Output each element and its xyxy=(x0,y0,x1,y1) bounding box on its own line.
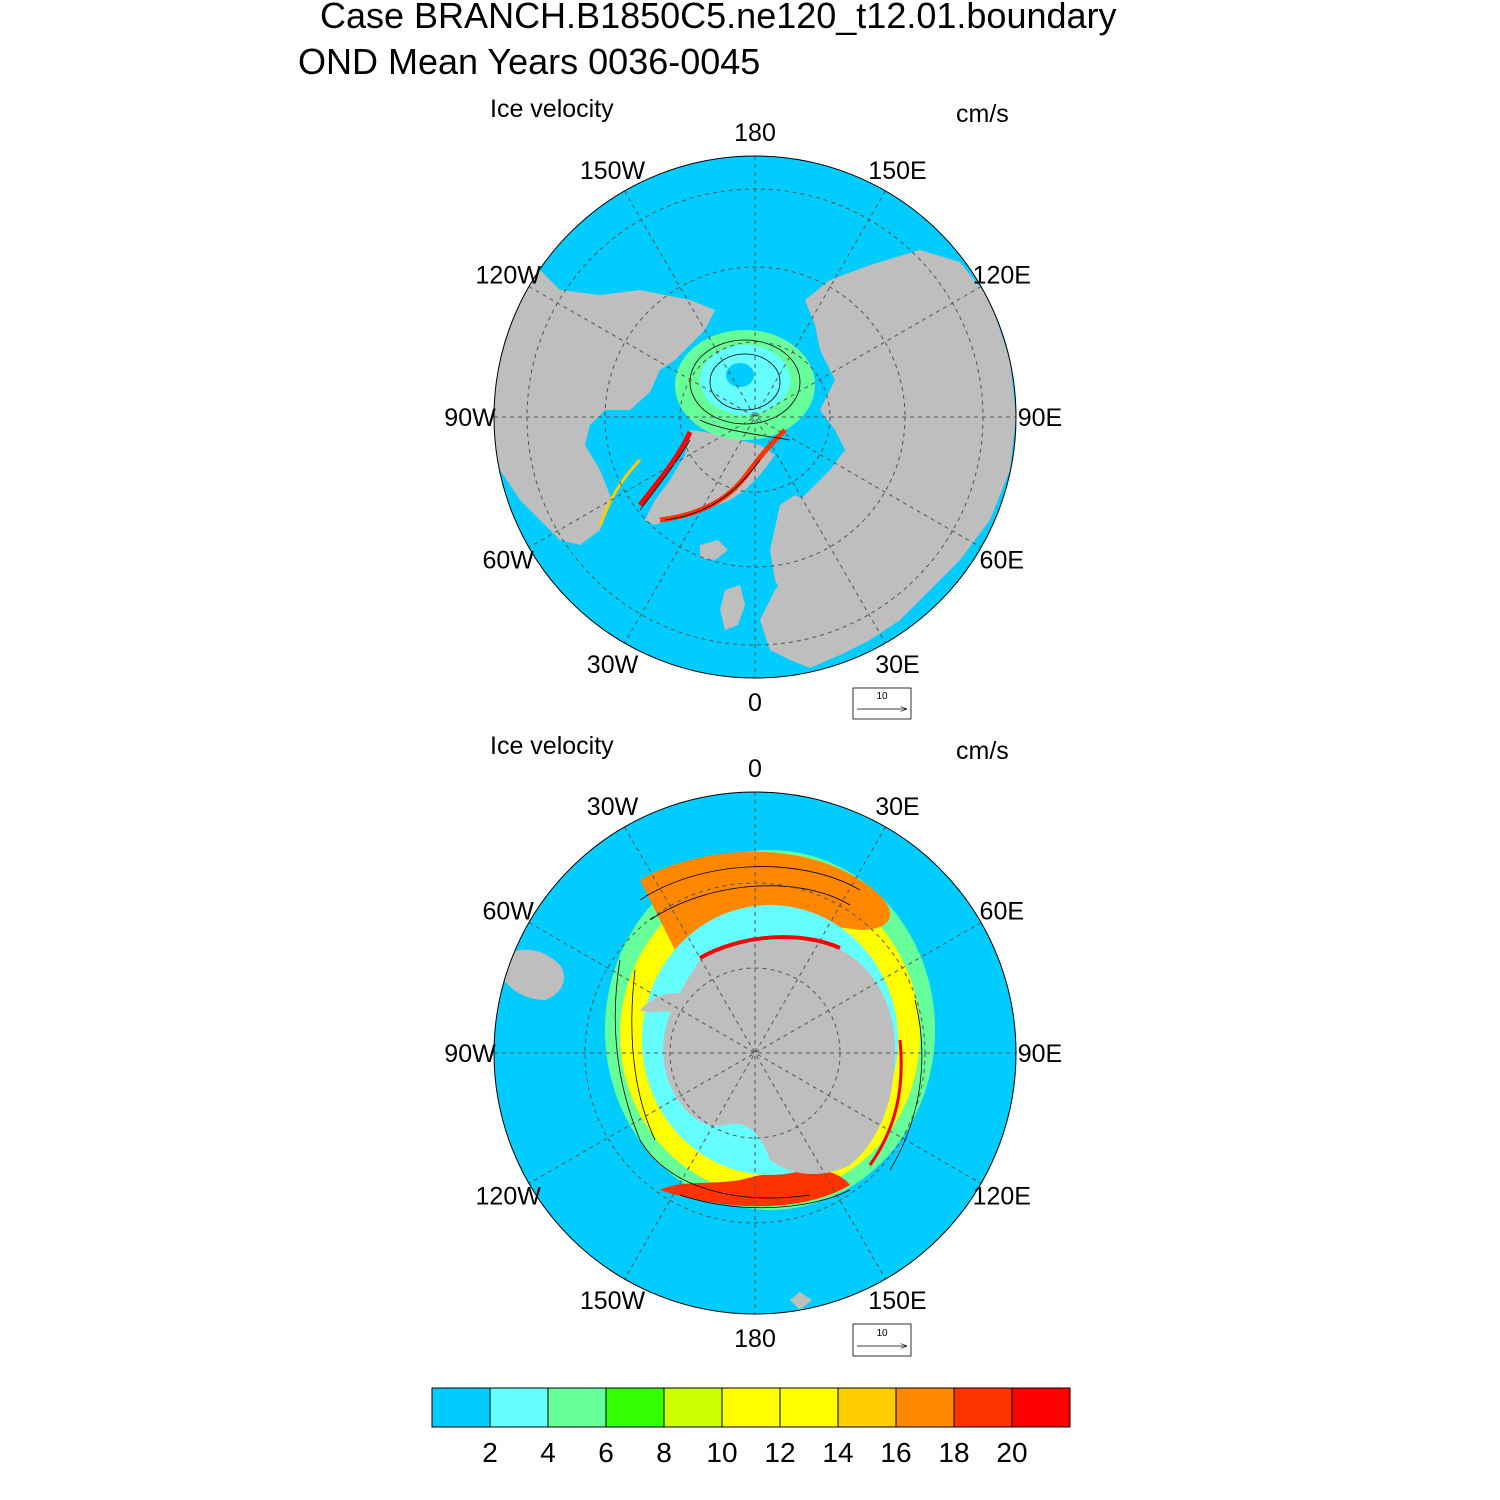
north-land-uk xyxy=(720,585,745,630)
north-lon-label: 0 xyxy=(748,689,762,717)
north-streamlines xyxy=(639,339,801,521)
colorbar-swatch xyxy=(779,1387,839,1428)
north-lon-label: 90E xyxy=(1018,404,1062,432)
colorbar-swatch xyxy=(547,1387,607,1428)
south-lon-label: 0 xyxy=(748,755,762,783)
north-lon-label: 30W xyxy=(587,651,639,679)
north-lon-label: 60E xyxy=(980,547,1024,575)
colorbar-swatch xyxy=(1011,1387,1071,1428)
colorbar-tick-label: 10 xyxy=(706,1437,737,1468)
north-graticule xyxy=(494,156,1016,678)
south-panel-units: cm/s xyxy=(956,737,1009,765)
north-ref-vector-label: 10 xyxy=(876,691,888,702)
colorbar-swatch xyxy=(837,1387,897,1428)
south-lon-label: 120E xyxy=(973,1183,1031,1211)
north-lon-label: 90W xyxy=(444,404,496,432)
north-ice-gyre-center xyxy=(726,363,754,387)
south-land-antarctica xyxy=(663,940,895,1175)
south-lon-label: 150E xyxy=(868,1287,926,1315)
north-panel-label: Ice velocity xyxy=(490,95,614,123)
south-land-antarctic-peninsula xyxy=(640,993,685,1013)
south-land-new-zealand xyxy=(790,1292,812,1310)
colorbar-tick-label: 6 xyxy=(598,1437,614,1468)
colorbar-swatch xyxy=(605,1387,665,1428)
south-lon-label: 30W xyxy=(587,793,639,821)
south-lon-label: 60E xyxy=(980,898,1024,926)
south-lon-label: 180 xyxy=(734,1325,776,1353)
north-lon-label: 120E xyxy=(973,262,1031,290)
south-lon-label: 60W xyxy=(482,898,534,926)
north-land-scandinavia xyxy=(770,495,820,600)
north-lon-label: 150E xyxy=(868,157,926,185)
south-reference-vector: 10 xyxy=(852,1323,912,1357)
north-land-iceland xyxy=(700,540,728,560)
south-streamlines xyxy=(614,866,923,1209)
figure-title-line1: Case BRANCH.B1850C5.ne120_t12.01.boundar… xyxy=(320,0,1117,36)
south-lon-label: 90E xyxy=(1018,1040,1062,1068)
colorbar-tick-label: 2 xyxy=(482,1437,498,1468)
south-panel-label: Ice velocity xyxy=(490,732,614,760)
south-ice-coastal-current xyxy=(699,935,841,960)
north-lon-label: 150W xyxy=(580,157,646,185)
north-map-border xyxy=(493,155,1017,679)
north-reference-vector: 10 xyxy=(852,687,912,720)
colorbar-swatch xyxy=(895,1387,955,1428)
colorbar-swatch xyxy=(953,1387,1013,1428)
north-panel-units: cm/s xyxy=(956,100,1009,128)
north-lon-labels: 180 150E 120E 90E 60E 30E 0 30W 60W 90W … xyxy=(444,119,1062,717)
colorbar-swatch xyxy=(663,1387,723,1428)
south-lon-label: 120W xyxy=(476,1183,542,1211)
north-ice-fram-strait-flow xyxy=(659,428,787,523)
figure-title-line2: OND Mean Years 0036-0045 xyxy=(298,41,760,82)
north-land-greenland xyxy=(645,430,775,525)
colorbar-swatch xyxy=(431,1387,491,1428)
colorbar-tick-label: 14 xyxy=(822,1437,853,1468)
colorbar-tick-label: 12 xyxy=(764,1437,795,1468)
south-land-south-america xyxy=(500,949,565,1000)
colorbar-swatch xyxy=(721,1387,781,1428)
north-land-eurasia xyxy=(760,250,1016,668)
south-map-border xyxy=(493,791,1017,1315)
colorbar-tick-label: 20 xyxy=(996,1437,1027,1468)
colorbar-tick-label: 16 xyxy=(880,1437,911,1468)
colorbar-tick-label: 8 xyxy=(656,1437,672,1468)
south-map xyxy=(494,792,1016,1314)
north-ice-baffin-fast-flow xyxy=(638,430,693,507)
south-ref-vector-label: 10 xyxy=(876,1328,888,1339)
colorbar-tick-label: 4 xyxy=(540,1437,556,1468)
south-ice-east-coastal-current xyxy=(868,1039,903,1166)
south-lon-label: 90W xyxy=(444,1040,496,1068)
south-lon-labels: 0 30E 60E 90E 120E 150E 180 150W 120W 90… xyxy=(444,755,1062,1353)
south-panel: Ice velocity cm/s xyxy=(444,732,1062,1357)
north-ice-labrador-flow xyxy=(598,458,642,526)
south-lon-label: 150W xyxy=(580,1287,646,1315)
north-lon-label: 60W xyxy=(482,547,534,575)
north-panel: Ice velocity cm/s xyxy=(444,95,1062,720)
colorbar: 2 4 6 8 10 12 14 16 18 20 xyxy=(431,1387,1071,1468)
north-lon-label: 180 xyxy=(734,119,776,147)
north-lon-label: 120W xyxy=(476,262,542,290)
north-lon-label: 30E xyxy=(875,651,919,679)
colorbar-swatch xyxy=(489,1387,549,1428)
colorbar-tick-label: 18 xyxy=(938,1437,969,1468)
south-lon-label: 30E xyxy=(875,793,919,821)
south-graticule xyxy=(494,792,1016,1314)
north-land-north-america xyxy=(494,270,715,545)
north-map xyxy=(494,156,1016,678)
